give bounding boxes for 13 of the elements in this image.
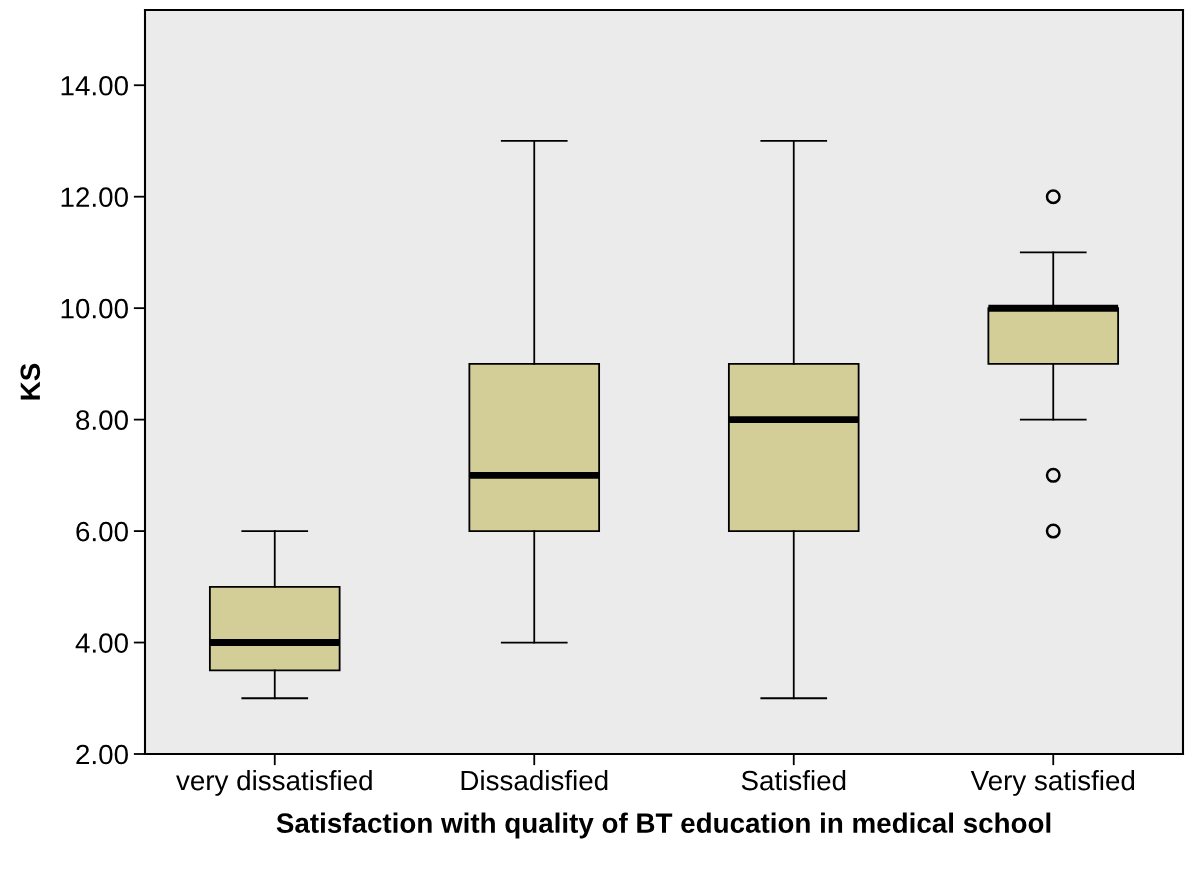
y-tick-label: 10.00 [61,298,128,319]
x-tick-label: Satisfied [741,769,846,791]
y-axis-title: KS [20,363,41,400]
x-tick-label: very dissatisfied [176,769,372,796]
y-tick-label: 12.00 [61,187,128,208]
x-tick-label: Very satisfied [970,769,1135,796]
y-tick-label: 2.00 [76,744,128,765]
y-tick-label: 14.00 [61,75,128,96]
y-tick-label: 8.00 [76,410,128,430]
x-axis-title: Satisfaction with quality of BT education in medical school [276,812,1051,839]
y-tick-label: 4.00 [75,633,128,653]
x-tick-label: Dissadisfied [461,769,608,791]
y-tick-label: 6.00 [76,521,128,542]
